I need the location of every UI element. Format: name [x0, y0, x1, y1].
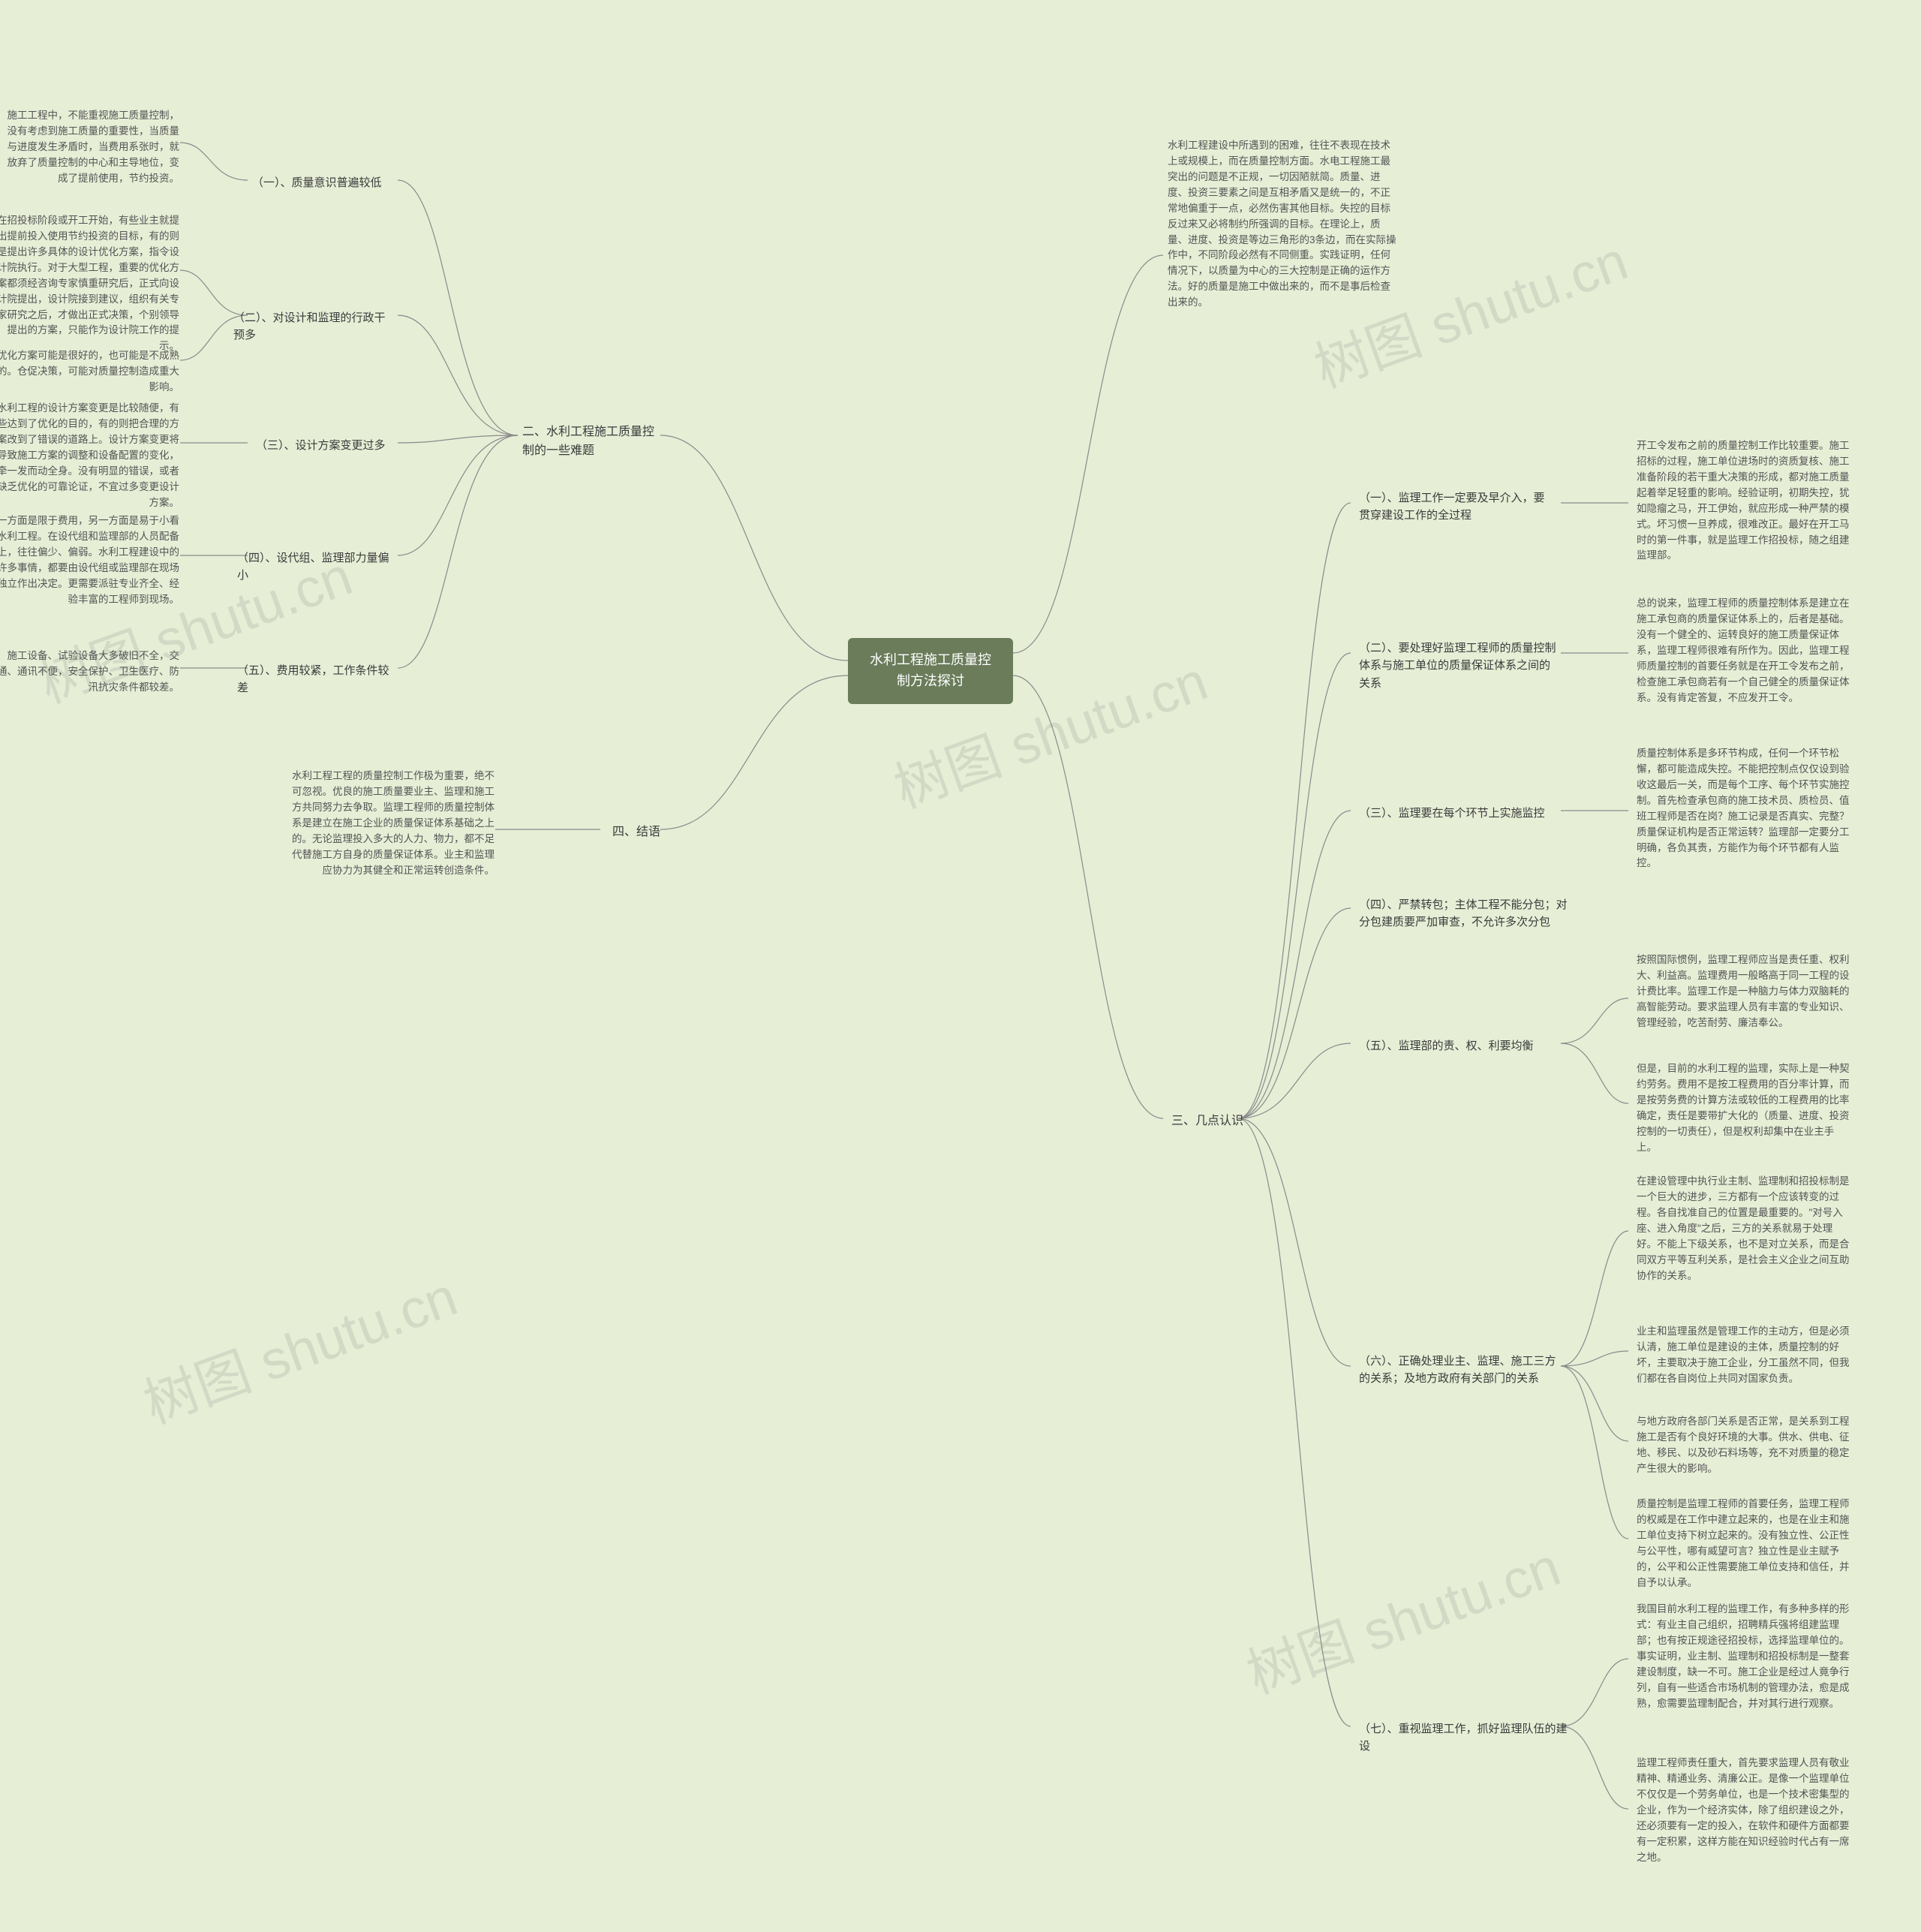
branch-bottom-title: 四、结语 — [608, 820, 665, 845]
right-item-1: （一）、监理工作一定要及早介入，要贯穿建设工作的全过程 — [1354, 486, 1557, 528]
right-leaf-3-1: 质量控制体系是多环节构成，任何一个环节松懈，都可能造成失控。不能把控制点仅仅设到… — [1632, 743, 1857, 874]
left-item-5: （五）、费用较紧，工作条件较差 — [233, 659, 394, 700]
left-leaf-1-1: 施工工程中，不能重视施工质量控制，没有考虑到施工质量的重要性，当质量与进度发生矛… — [0, 105, 184, 190]
right-leaf-1-1: 开工令发布之前的质量控制工作比较重要。施工招标的过程，施工单位进场时的资质复核、… — [1632, 435, 1857, 567]
right-leaf-6-4: 质量控制是监理工程师的首要任务，监理工程师的权威是在工作中建立起来的，也是在业主… — [1632, 1494, 1857, 1594]
root-node: 水利工程施工质量控制方法探讨 — [848, 638, 1013, 704]
left-item-1: （一）、质量意识普遍较低 — [248, 171, 398, 194]
left-leaf-4-1: 一方面是限于费用，另一方面是易于小看水利工程。在设代组和监理部的人员配备上，往往… — [0, 510, 184, 611]
right-leaf-5-2: 但是，目前的水利工程的监理，实际上是一种契约劳务。费用不是按工程费用的百分率计算… — [1632, 1058, 1857, 1159]
right-item-3: （三）、监理要在每个环节上实施监控 — [1354, 802, 1550, 825]
bottom-text: 水利工程工程的质量控制工作极为重要，绝不可忽视。优良的施工质量要业主、监理和施工… — [278, 766, 499, 881]
left-leaf-5-1: 施工设备、试验设备大多破旧不全，交通、通讯不便，安全保护、卫生医疗、防汛抗灾条件… — [0, 646, 184, 699]
left-leaf-3-1: 水利工程的设计方案变更是比较随便，有些达到了优化的目的，有的则把合理的方案改到了… — [0, 398, 184, 513]
right-leaf-7-1: 我国目前水利工程的监理工作，有多种多样的形式：有业主自己组织，招聘精兵强将组建监… — [1632, 1599, 1857, 1714]
right-leaf-6-1: 在建设管理中执行业主制、监理制和招投标制是一个巨大的进步，三方都有一个应该转变的… — [1632, 1171, 1857, 1286]
intro-text: 水利工程建设中所遇到的困难，往往不表现在技术上或规模上，而在质量控制方面。水电工… — [1163, 135, 1403, 314]
watermark: 树图 shutu.cn — [131, 1253, 466, 1439]
right-item-7: （七）、重视监理工作，抓好监理队伍的建设 — [1354, 1717, 1572, 1759]
left-item-2: （二）、对设计和监理的行政干预多 — [229, 306, 394, 348]
right-leaf-6-3: 与地方政府各部门关系是否正常，是关系到工程施工是否有个良好环境的大事。供水、供电… — [1632, 1411, 1857, 1480]
right-item-5: （五）、监理部的责、权、利要均衡 — [1354, 1034, 1550, 1058]
watermark: 树图 shutu.cn — [1234, 1523, 1569, 1709]
branch-left-title: 二、水利工程施工质量控制的一些难题 — [518, 420, 668, 464]
right-item-4: （四）、严禁转包；主体工程不能分包；对分包建质要严加审查，不允许多次分包 — [1354, 893, 1572, 934]
right-leaf-2-1: 总的说来，监理工程师的质量控制体系是建立在施工承包商的质量保证体系上的，后者是基… — [1632, 593, 1857, 709]
right-item-6: （六）、正确处理业主、监理、施工三方的关系；及地方政府有关部门的关系 — [1354, 1350, 1565, 1391]
right-leaf-7-2: 监理工程师责任重大，首先要求监理人员有敬业精神、精通业务、清廉公正。是像一个监理… — [1632, 1753, 1857, 1868]
right-leaf-6-2: 业主和监理虽然是管理工作的主动方，但是必须认清，施工单位是建设的主体，质量控制的… — [1632, 1321, 1857, 1390]
right-item-2: （二）、要处理好监理工程师的质量控制体系与施工单位的质量保证体系之间的关系 — [1354, 636, 1565, 695]
left-leaf-2-2: 优化方案可能是很好的，也可能是不成熟的。仓促决策，可能对质量控制造成重大影响。 — [0, 345, 184, 399]
right-leaf-5-1: 按照国际惯例，监理工程师应当是责任重、权利大、利益高。监理费用一般略高于同一工程… — [1632, 949, 1857, 1034]
left-leaf-2-1: 在招投标阶段或开工开始，有些业主就提出提前投入使用节约投资的目标，有的则是提出许… — [0, 210, 184, 357]
branch-right-title: 三、几点认识 — [1167, 1109, 1248, 1134]
left-item-3: （三）、设计方案变更过多 — [251, 434, 394, 457]
left-item-4: （四）、设代组、监理部力量偏小 — [233, 546, 394, 588]
